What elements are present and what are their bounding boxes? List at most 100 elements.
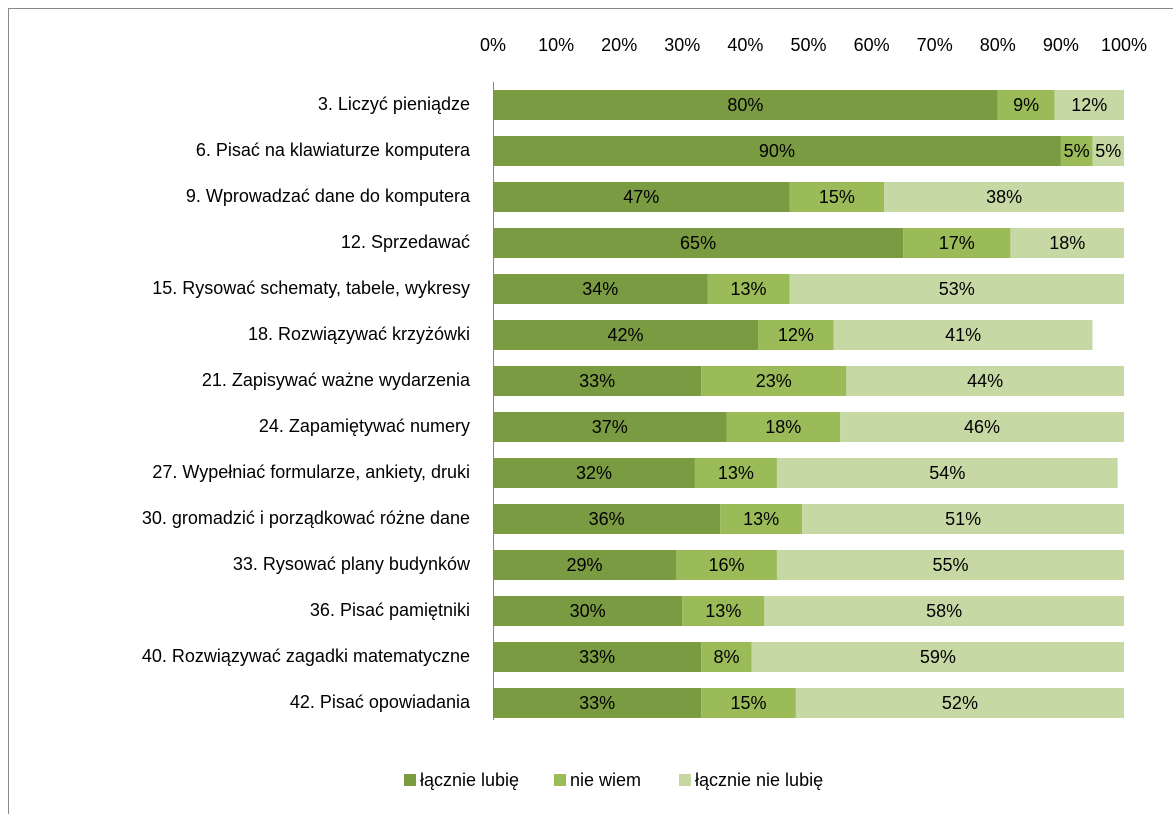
data-label: 34%: [582, 279, 618, 299]
bar-segment: [726, 412, 841, 442]
bar-segment: [701, 688, 796, 718]
bar-segment: [493, 550, 676, 580]
data-label: 8%: [713, 647, 739, 667]
bar-segment: [1010, 228, 1124, 258]
data-label: 15%: [819, 187, 855, 207]
bar-segment: [795, 688, 1124, 718]
bar-segment: [493, 596, 683, 626]
y-tick-label: 15. Rysować schematy, tabele, wykresy: [152, 278, 470, 298]
x-tick-label: 40%: [727, 35, 763, 55]
data-label: 44%: [967, 371, 1003, 391]
data-label: 29%: [566, 555, 602, 575]
bar-segment: [758, 320, 834, 350]
data-label: 13%: [743, 509, 779, 529]
data-label: 47%: [623, 187, 659, 207]
bar-segment: [493, 412, 727, 442]
bar-segment: [903, 228, 1011, 258]
x-tick-label: 0%: [480, 35, 506, 55]
bar-segment: [493, 642, 702, 672]
bar-segment: [1054, 90, 1124, 120]
data-label: 9%: [1013, 95, 1039, 115]
bar-segment: [1092, 136, 1124, 166]
x-tick-label: 50%: [790, 35, 826, 55]
data-label: 59%: [920, 647, 956, 667]
bar-segment: [493, 366, 702, 396]
bar-segment: [493, 90, 998, 120]
data-label: 15%: [731, 693, 767, 713]
x-tick-label: 20%: [601, 35, 637, 55]
data-label: 18%: [1049, 233, 1085, 253]
bar-segment: [707, 274, 790, 304]
data-label: 33%: [579, 371, 615, 391]
data-label: 16%: [708, 555, 744, 575]
legend-swatch: [679, 774, 691, 786]
bar-segment: [802, 504, 1124, 534]
y-tick-label: 21. Zapisywać ważne wydarzenia: [202, 370, 471, 390]
data-label: 13%: [731, 279, 767, 299]
y-tick-label: 6. Pisać na klawiaturze komputera: [196, 140, 471, 160]
bar-segment: [751, 642, 1124, 672]
y-tick-label: 27. Wypełniać formularze, ankiety, druki: [152, 462, 470, 482]
bar-segment: [493, 136, 1061, 166]
data-label: 5%: [1064, 141, 1090, 161]
data-label: 46%: [964, 417, 1000, 437]
data-label: 52%: [942, 693, 978, 713]
bar-segment: [701, 642, 752, 672]
legend-swatch: [554, 774, 566, 786]
x-tick-label: 60%: [854, 35, 890, 55]
legend-label: łącznie nie lubię: [695, 770, 823, 790]
data-label: 17%: [939, 233, 975, 253]
y-tick-label: 36. Pisać pamiętniki: [310, 600, 470, 620]
bar-segment: [493, 274, 708, 304]
data-label: 55%: [932, 555, 968, 575]
bar-segment: [675, 550, 777, 580]
data-label: 41%: [945, 325, 981, 345]
bar-segment: [493, 504, 721, 534]
legend-label: nie wiem: [570, 770, 641, 790]
data-label: 38%: [986, 187, 1022, 207]
bar-segment: [776, 458, 1118, 488]
data-label: 36%: [589, 509, 625, 529]
y-tick-label: 42. Pisać opowiadania: [290, 692, 471, 712]
x-tick-label: 100%: [1101, 35, 1147, 55]
data-label: 58%: [926, 601, 962, 621]
bar-segment: [493, 458, 695, 488]
y-tick-label: 12. Sprzedawać: [341, 232, 470, 252]
data-label: 18%: [765, 417, 801, 437]
bar-segment: [720, 504, 803, 534]
data-label: 13%: [705, 601, 741, 621]
bar-segment: [493, 320, 759, 350]
bar-segment: [694, 458, 777, 488]
chart-border: [8, 8, 1173, 814]
data-label: 37%: [592, 417, 628, 437]
y-tick-label: 33. Rysować plany budynków: [233, 554, 471, 574]
data-label: 54%: [929, 463, 965, 483]
y-tick-label: 3. Liczyć pieniądze: [318, 94, 470, 114]
bar-segment: [884, 182, 1124, 212]
plot-area: [493, 90, 1124, 718]
data-label: 51%: [945, 509, 981, 529]
x-tick-label: 90%: [1043, 35, 1079, 55]
data-label: 90%: [759, 141, 795, 161]
data-label: 23%: [756, 371, 792, 391]
x-tick-label: 70%: [917, 35, 953, 55]
bar-segment: [701, 366, 847, 396]
bar-segment: [846, 366, 1124, 396]
data-label: 5%: [1095, 141, 1121, 161]
data-label: 33%: [579, 647, 615, 667]
legend-swatch: [404, 774, 416, 786]
data-label: 42%: [607, 325, 643, 345]
data-label: 33%: [579, 693, 615, 713]
bar-segment: [1060, 136, 1093, 166]
bar-segment: [833, 320, 1093, 350]
data-label: 80%: [727, 95, 763, 115]
y-tick-label: 40. Rozwiązywać zagadki matematyczne: [142, 646, 470, 666]
bar-segment: [840, 412, 1124, 442]
bar-segment: [682, 596, 765, 626]
x-tick-label: 30%: [664, 35, 700, 55]
x-tick-label: 80%: [980, 35, 1016, 55]
bar-segment: [776, 550, 1124, 580]
data-label: 32%: [576, 463, 612, 483]
legend-label: łącznie lubię: [420, 770, 519, 790]
